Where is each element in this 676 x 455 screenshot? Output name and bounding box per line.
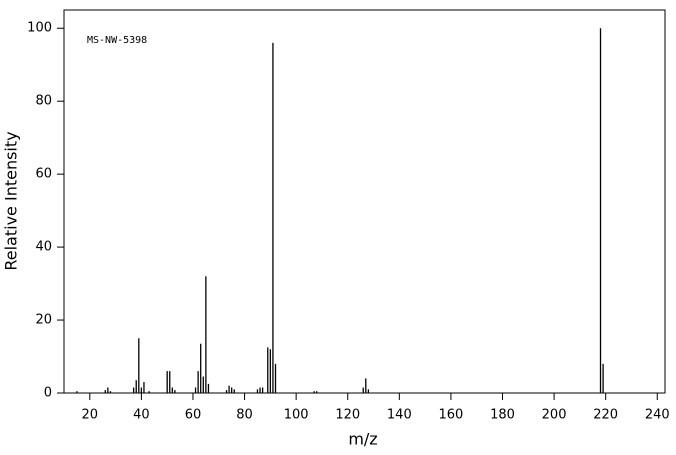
x-tick-label: 60 [185,408,202,423]
y-tick-label: 100 [27,21,52,36]
x-tick-label: 20 [82,408,99,423]
x-tick-label: 160 [438,408,463,423]
x-tick-label: 220 [593,408,618,423]
y-tick-label: 60 [35,167,52,182]
y-axis-label: Relative Intensity [2,131,21,270]
x-tick-label: 100 [284,408,309,423]
x-tick-label: 180 [490,408,515,423]
plot-frame [63,9,666,394]
x-tick-label: 80 [236,408,253,423]
y-tick-label: 40 [35,240,52,255]
y-tick-label: 80 [35,94,52,109]
x-axis-label: m/z [348,430,377,449]
x-tick-label: 120 [335,408,360,423]
annotation: MS-NW-5398 [87,35,147,46]
x-tick-label: 200 [542,408,567,423]
x-tick-label: 240 [645,408,670,423]
x-tick-label: 140 [387,408,412,423]
x-tick-label: 40 [133,408,150,423]
y-tick-label: 0 [44,386,52,401]
y-tick-label: 20 [35,313,52,328]
